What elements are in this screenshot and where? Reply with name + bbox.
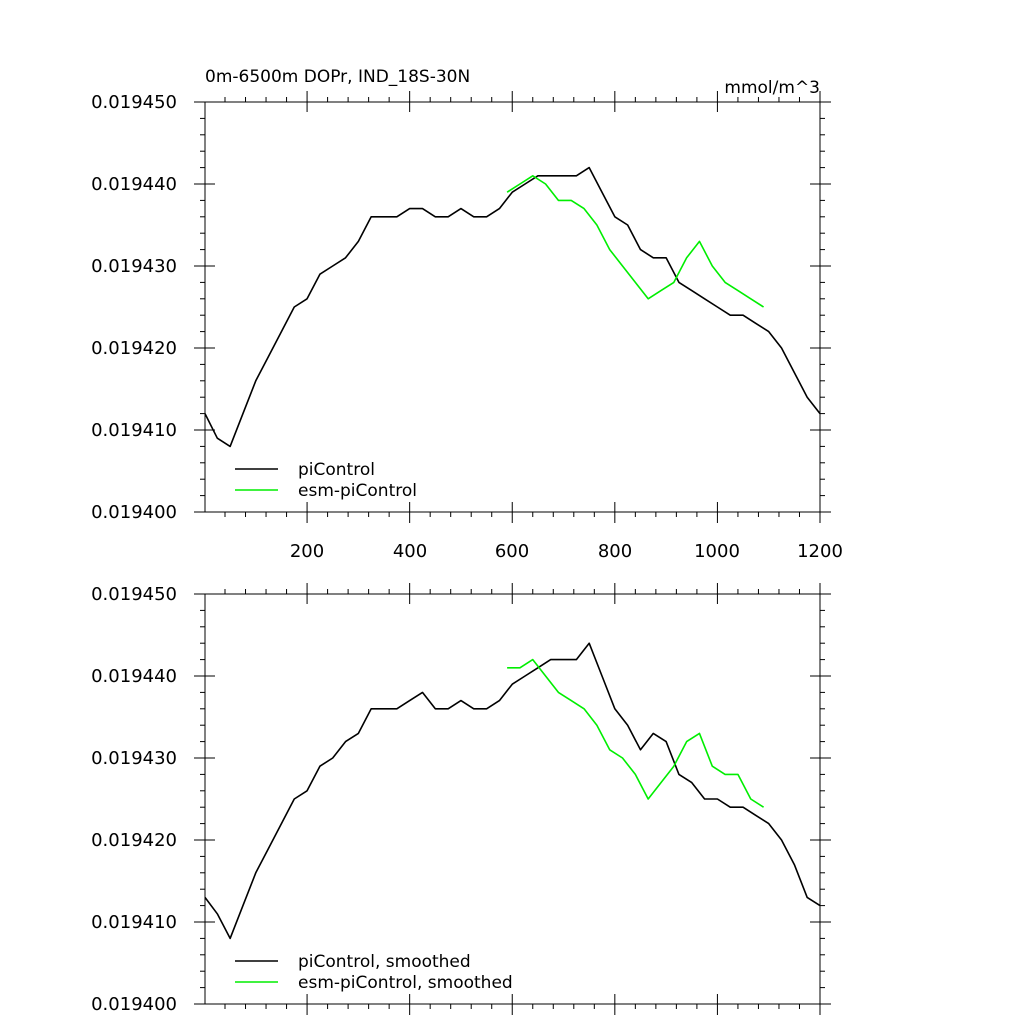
legend: piControl, smoothed esm-piControl, smoot… (235, 952, 513, 993)
x-tick-label: 1200 (797, 541, 843, 562)
y-tick-label: 0.019400 (91, 502, 177, 523)
top-panel: 0m-6500m DOPr, IND_18S-30N mmol/m^3 0.01… (91, 67, 843, 562)
x-axis-tick-labels: 200 400 600 800 1000 1200 (290, 541, 843, 562)
tick-marks (194, 583, 831, 1015)
y-tick-label: 0.019420 (91, 830, 177, 851)
x-tick-label: 1000 (694, 541, 740, 562)
legend-label-esm-picontrol: esm-piControl (298, 481, 417, 501)
plot-frame (204, 101, 821, 513)
units-label: mmol/m^3 (724, 78, 820, 98)
series-line-picontrol (204, 642, 821, 940)
y-tick-label: 0.019450 (91, 584, 177, 605)
x-tick-label: 600 (495, 541, 529, 562)
series-line-esm-picontrol (507, 658, 765, 808)
y-tick-label: 0.019420 (91, 338, 177, 359)
y-tick-label: 0.019410 (91, 420, 177, 441)
chart-title: 0m-6500m DOPr, IND_18S-30N (205, 67, 470, 87)
series-lines (204, 166, 821, 448)
y-axis-tick-labels: 0.019400 0.019410 0.019420 0.019430 0.01… (91, 92, 177, 523)
y-tick-label: 0.019440 (91, 666, 177, 687)
y-axis-tick-labels: 0.019400 0.019410 0.019420 0.019430 0.01… (91, 584, 177, 1015)
plot-frame (204, 593, 821, 1005)
y-tick-label: 0.019450 (91, 92, 177, 113)
x-tick-label: 400 (393, 541, 427, 562)
legend-label-esm-picontrol-smoothed: esm-piControl, smoothed (298, 973, 513, 993)
series-line-esm-picontrol (506, 175, 765, 308)
series-line-picontrol (204, 166, 821, 448)
legend-label-picontrol-smoothed: piControl, smoothed (298, 952, 471, 972)
y-tick-label: 0.019400 (91, 994, 177, 1015)
x-tick-label: 200 (290, 541, 324, 562)
y-tick-label: 0.019410 (91, 912, 177, 933)
series-lines (204, 642, 821, 940)
x-tick-label: 800 (598, 541, 632, 562)
bottom-panel: 0.019400 0.019410 0.019420 0.019430 0.01… (91, 583, 831, 1015)
tick-marks (194, 91, 831, 523)
y-tick-label: 0.019430 (91, 748, 177, 769)
legend-label-picontrol: piControl (298, 460, 375, 480)
y-tick-label: 0.019440 (91, 174, 177, 195)
legend: piControl esm-piControl (235, 460, 417, 501)
y-tick-label: 0.019430 (91, 256, 177, 277)
